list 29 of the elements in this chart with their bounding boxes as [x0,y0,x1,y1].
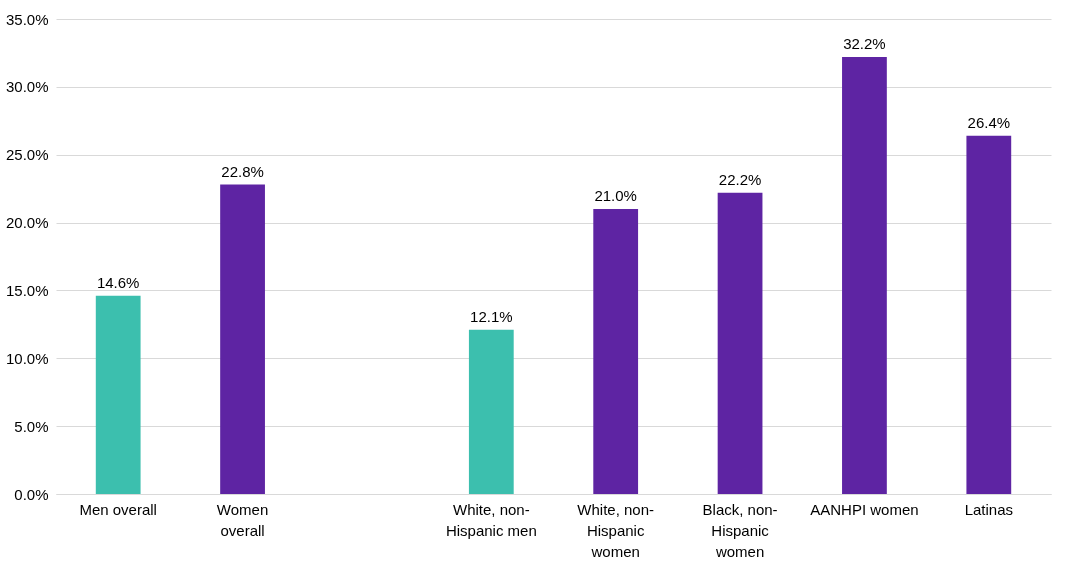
x-tick-label: Latinas [964,500,1013,518]
data-label: 32.2% [843,35,886,52]
y-tick-label: 20.0% [5,214,49,232]
x-tick-label: White, non-Hispanic men [445,500,537,539]
x-tick-label: Black, non-Hispanic women [702,500,778,560]
data-label: 12.1% [470,307,513,325]
data-label: 14.6% [96,273,140,291]
y-tick-label: 25.0% [5,146,49,164]
x-tick-label: White, non-Hispanic women [577,500,655,560]
x-tick-label: Men overall [79,500,157,518]
y-tick-label: 30.0% [5,78,49,96]
data-label: 22.2% [718,170,762,188]
bar [220,184,265,494]
x-tick-label: AANHPI women [810,500,919,518]
data-label: 26.4% [967,113,1011,131]
bar [95,295,141,494]
y-tick-label: 15.0% [5,281,49,299]
y-tick-label: 35.0% [5,10,49,28]
bar [468,329,514,494]
x-tick-label: Women overall [216,500,269,539]
bar [717,192,763,494]
y-tick-label: 0.0% [14,485,49,503]
data-label: 21.0% [594,187,637,204]
y-tick-label: 10.0% [5,349,49,367]
bar [842,57,887,494]
bar [593,209,639,494]
y-tick-label: 5.0% [14,417,49,435]
data-label: 22.8% [221,162,264,180]
bar [966,135,1012,494]
